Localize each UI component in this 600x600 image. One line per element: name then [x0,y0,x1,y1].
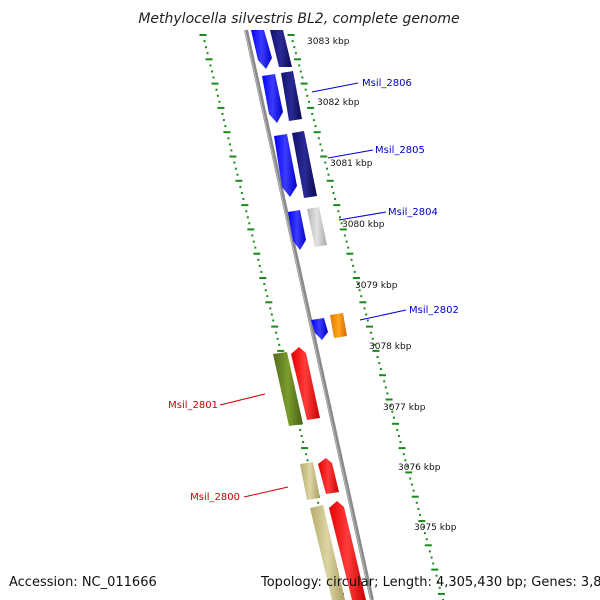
gene-label-msil-2806[interactable]: Msil_2806 [362,78,412,89]
kbp-label: 3075 kbp [414,523,457,533]
cds-arrow [318,458,339,494]
gene-label-msil-2802[interactable]: Msil_2802 [409,305,459,316]
gene-label-msil-2801[interactable]: Msil_2801 [168,400,218,411]
gene-label-msil-2800[interactable]: Msil_2800 [190,492,240,503]
kbp-label: 3082 kbp [317,98,360,108]
map-title: Methylocella silvestris BL2, complete ge… [138,11,459,27]
accession-text: Accession: NC_011666 [9,575,157,590]
cds-block [300,462,320,500]
kbp-label: 3076 kbp [398,463,441,473]
cds-block [270,30,292,67]
cds-block [310,505,345,600]
kbp-label: 3080 kbp [342,220,385,230]
cds-arrow [262,74,283,123]
genome-backbone [244,29,374,600]
cds-arrow [288,210,306,250]
cds-arrow [251,30,272,69]
cds-block [281,71,302,121]
cds-arrow [291,347,320,420]
cds-arrow [274,134,297,197]
gene-label-msil-2805[interactable]: Msil_2805 [375,145,425,156]
cds-block [273,352,303,426]
kbp-label: 3081 kbp [330,159,373,169]
topology-text: Topology: circular; Length: 4,305,430 bp… [260,575,600,590]
gene-leaders [219,82,407,498]
gene-label-msil-2804[interactable]: Msil_2804 [388,207,438,218]
cds-block [292,131,317,198]
cds-arrow [329,501,366,600]
right-tick-ring [287,34,445,600]
kbp-label: 3078 kbp [369,342,412,352]
kbp-label: 3079 kbp [355,281,398,291]
kbp-label: 3083 kbp [307,37,350,47]
cds-features [251,30,366,600]
kbp-label: 3077 kbp [383,403,426,413]
genome-backbone-highlight [244,29,372,600]
cds-block [330,313,347,338]
cds-block [307,207,327,247]
cds-arrow [311,318,328,340]
